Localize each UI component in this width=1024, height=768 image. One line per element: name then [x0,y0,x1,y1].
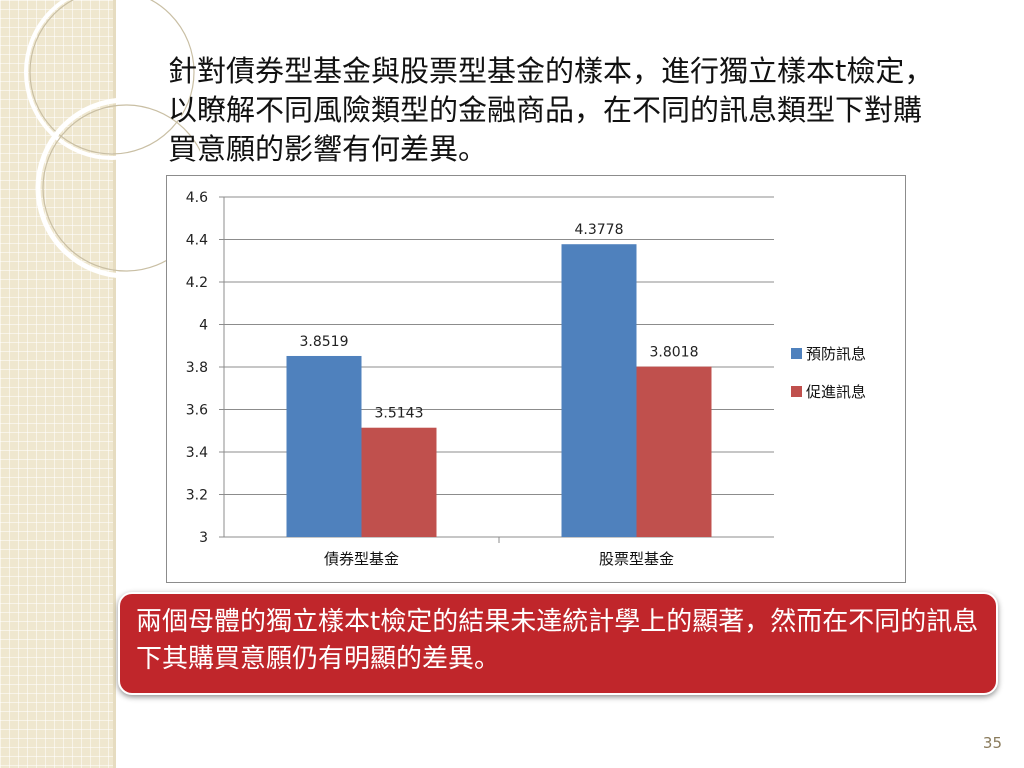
x-category-label: 股票型基金 [599,550,674,568]
bars [286,244,712,537]
legend-swatch [791,348,802,359]
y-tick-label: 3.4 [186,445,208,461]
data-labels: 3.8519 3.5143 4.3778 3.8018 [300,222,699,421]
bar [636,366,712,537]
x-category-label: 債券型基金 [324,550,399,568]
y-tick-label: 3.8 [186,360,208,376]
bar-value-label: 3.5143 [375,406,424,422]
y-tick-label: 3.2 [186,488,208,504]
result-callout: 兩個母體的獨立樣本t檢定的結果未達統計學上的顯著，然而在不同的訊息下其購買意願仍… [118,592,998,695]
chart-container: 3 3.2 3.4 3.6 3.8 4 4.2 4.4 4.6 債券型基金 股票型基金 3.8519… [166,175,906,583]
decorative-circles [24,0,200,279]
y-tick-label: 4.6 [186,190,208,206]
y-tick-label: 4.4 [186,233,208,249]
y-tick-label: 3.6 [186,403,208,419]
panel-edge [113,0,116,768]
bar-chart: 3 3.2 3.4 3.6 3.8 4 4.2 4.4 4.6 債券型基金 股票型基金 3.8519… [186,190,866,568]
bar [361,427,437,537]
legend-swatch [791,386,802,397]
y-tick-label: 4.2 [186,275,208,291]
legend-label: 預防訊息 [806,345,866,363]
y-tick-label: 4 [199,318,208,334]
bar [286,355,362,537]
y-tick-label: 3 [199,530,208,546]
bar-value-label: 3.8018 [650,345,699,361]
page-number: 35 [982,734,1002,752]
decorative-grid-panel [0,0,113,768]
bar [561,244,637,537]
legend-label: 促進訊息 [806,383,866,401]
bar-value-label: 4.3778 [575,222,624,238]
slide-heading: 針對債券型基金與股票型基金的樣本，進行獨立樣本t檢定，以瞭解不同風險類型的金融商… [168,54,934,166]
axes: 3 3.2 3.4 3.6 3.8 4 4.2 4.4 4.6 債券型基金 股票型基金 [186,190,774,568]
bar-value-label: 3.8519 [300,334,349,350]
